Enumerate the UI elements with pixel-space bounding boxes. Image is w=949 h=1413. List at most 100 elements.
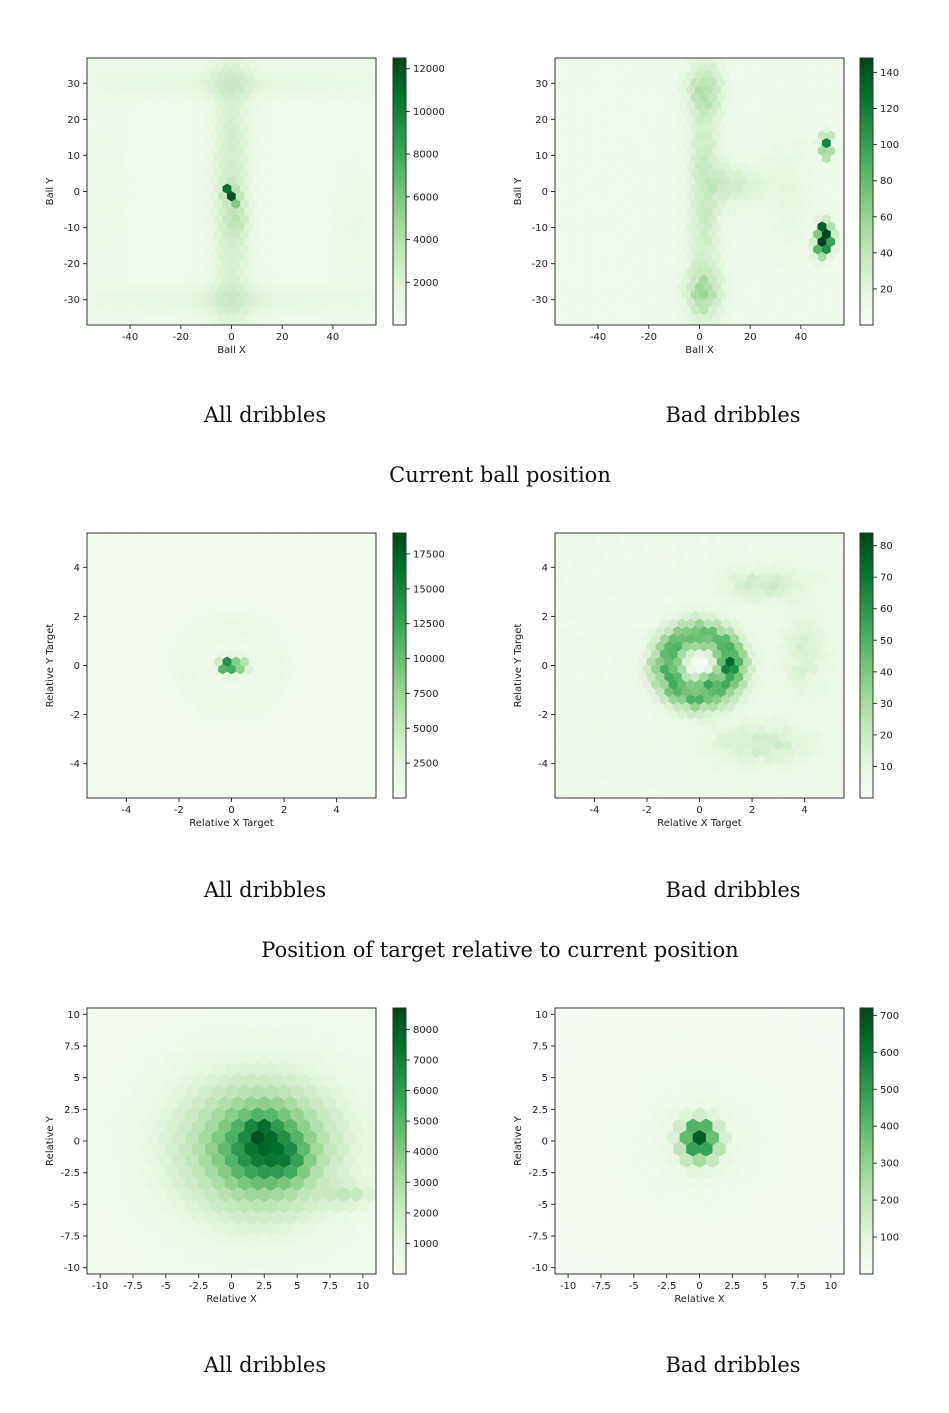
hex-bin [87,238,88,245]
hex-bin [573,801,582,811]
hex-bin [385,191,394,201]
x-tick-label: 20 [744,332,757,343]
hex-bin [848,214,857,224]
hex-bin [385,115,394,125]
hex-bin [87,178,88,184]
hex-bin [843,147,844,154]
hex-bin [245,328,254,338]
hex-bin [310,520,319,530]
hex-bin [130,533,140,538]
hex-bin [773,58,783,65]
hex-bin [721,328,730,338]
hex-bin [87,545,88,551]
hex-bin [375,651,376,657]
hex-bin [156,58,166,65]
hex-bin [315,801,324,811]
hex-bin [385,70,394,80]
hex-bin [354,520,363,530]
hex-bin [372,520,381,530]
hex-bin [375,102,376,108]
hex-bin [244,58,254,65]
hex-bin [735,47,744,57]
hex-bin [319,520,328,530]
hex-bin [340,58,350,65]
hex-bin [542,320,551,330]
hex-bin [244,533,254,538]
hex-bin [87,314,88,321]
hex-bin [375,284,376,290]
hex-bin [375,72,376,78]
hex-bin [78,39,87,49]
hex-bin [651,58,661,65]
hex-bin [835,328,844,338]
hex-bin [778,47,787,57]
hex-bin [616,39,625,49]
hex-bin [774,801,783,811]
hex-bin [179,47,188,57]
hex-bin [139,533,149,538]
hex-bin [74,47,83,57]
hex-bin [200,533,210,538]
hex-bin [328,47,337,57]
x-tick-label: -4 [121,805,131,816]
row1-caption: Current ball position [389,463,611,487]
hex-bin [686,39,695,49]
hex-bin [284,520,293,530]
hex-bin [844,39,853,49]
hex-bin [288,39,297,49]
hex-bin [555,132,556,139]
hex-bin [739,801,748,811]
hex-bin [805,47,814,57]
hex-bin [109,520,118,530]
hex-bin [161,47,170,57]
hex-bin [608,328,617,338]
hex-bin [170,47,179,57]
hex-bin [210,801,219,811]
hex-bin [293,520,302,530]
hex-bin [375,132,376,139]
hex-bin [555,772,556,778]
hex-bin [848,92,857,102]
hex-bin [375,193,376,199]
hex-bin [608,801,617,811]
hex-bin [564,801,573,811]
hex-bin [100,520,109,530]
hex-bin [288,533,298,538]
hex-bin [542,687,551,697]
hex-bin [385,725,394,735]
hex-bin [376,39,385,49]
hex-bin [297,58,307,65]
hex-bin [118,47,127,57]
hex-bin [770,47,779,57]
hex-bin [262,58,272,65]
hex-bin [726,47,735,57]
hex-bin [200,58,210,65]
hex-bin [555,178,556,184]
hex-bin [245,39,254,49]
hex-bin [843,87,844,93]
hex-bin [375,560,376,566]
y-tick-label: 10 [535,151,548,162]
hex-bin [704,328,713,338]
hex-bin [791,58,801,65]
hexbin-cells [87,520,394,811]
panel-caption: All dribbles [203,403,326,427]
hex-bin [253,328,262,338]
colorbar [392,532,407,799]
hex-bin [621,47,630,57]
hex-bin [581,39,590,49]
hex-bin [74,62,83,72]
hex-bin [853,39,862,49]
hex-bin [375,727,376,733]
hex-bin [818,801,827,811]
hex-bin [843,193,844,199]
hex-bin [191,533,201,538]
hex-bin [551,47,560,57]
hex-bin [380,168,389,178]
hex-bin [651,39,660,49]
hex-bin [668,58,678,65]
hex-bin [375,545,376,551]
x-tick-label: 4 [333,805,339,816]
hex-bin [74,168,83,178]
hex-bin [542,305,551,315]
